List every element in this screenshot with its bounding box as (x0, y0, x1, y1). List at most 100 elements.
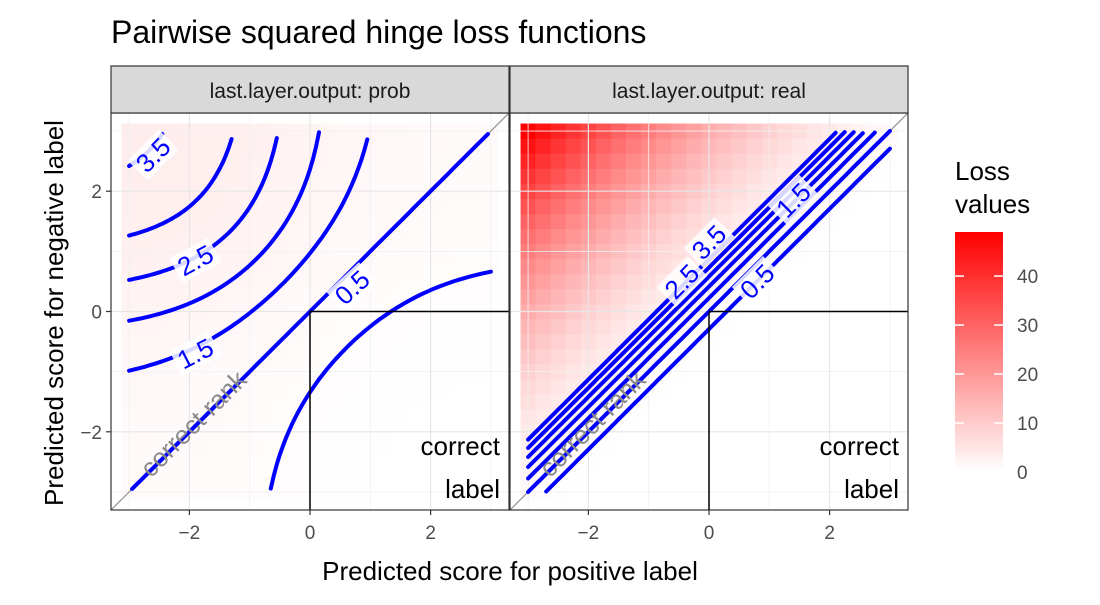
heatmap-tile (686, 213, 702, 230)
heatmap-tile (453, 168, 469, 184)
heatmap-tile (716, 138, 732, 154)
heatmap-tile (332, 168, 348, 184)
y-tick-label: −2 (80, 423, 102, 444)
heatmap-tile (626, 409, 642, 425)
heatmap-tile (867, 454, 883, 470)
contour-line (127, 130, 321, 323)
heatmap-tile (227, 394, 243, 410)
heatmap-tile (731, 334, 747, 350)
heatmap-tile (438, 349, 454, 365)
heatmap-tile (438, 213, 454, 230)
x-tick-label: 2 (425, 523, 436, 544)
heatmap-tile (731, 379, 747, 395)
heatmap-tile (535, 198, 552, 215)
heatmap-tile (852, 379, 868, 395)
heatmap-tile (272, 198, 288, 215)
heatmap-tile (686, 394, 702, 410)
heatmap-tile (550, 288, 567, 305)
heatmap-tile (535, 394, 552, 410)
heatmap-tile (151, 319, 168, 335)
heatmap-tile (392, 273, 409, 290)
heatmap-tile (392, 258, 409, 275)
heatmap-tile (468, 409, 484, 425)
heatmap-tile (453, 469, 469, 485)
heatmap-tile (837, 273, 853, 290)
heatmap-tile (671, 439, 687, 455)
heatmap-tile (438, 258, 454, 275)
heatmap-tile (746, 349, 763, 365)
y-tick-label: 2 (91, 182, 102, 203)
heatmap-tile (716, 334, 732, 350)
heatmap-tile (595, 168, 612, 184)
heatmap-tile (550, 273, 567, 290)
heatmap-tile (392, 288, 409, 305)
heatmap-tile (377, 439, 394, 455)
heatmap-tile (407, 349, 424, 365)
heatmap-tile (287, 394, 303, 410)
heatmap-tile (776, 349, 793, 365)
heatmap-tile (196, 273, 213, 290)
heatmap-tile (272, 153, 288, 169)
heatmap-tile (791, 454, 808, 470)
legend-colorbar (955, 232, 1003, 472)
heatmap-tile (196, 439, 213, 455)
heatmap-tile (837, 198, 853, 215)
heatmap-tile (196, 469, 213, 485)
heatmap-tile (212, 138, 228, 154)
heatmap-tile (852, 198, 868, 215)
heatmap-tile (151, 198, 168, 215)
heatmap-tile (806, 349, 823, 365)
heatmap-tile (626, 258, 642, 275)
heatmap-tile (227, 153, 243, 169)
heatmap-tile (806, 439, 823, 455)
heatmap-tile (227, 273, 243, 290)
heatmap-tile (227, 409, 243, 425)
heatmap-tile (468, 439, 484, 455)
heatmap-tile (837, 258, 853, 275)
heatmap-tile (535, 334, 552, 350)
heatmap-tile (347, 213, 364, 230)
heatmap-tile (776, 454, 793, 470)
heatmap-tile (656, 168, 672, 184)
heatmap-tile (686, 439, 702, 455)
heatmap-tile (626, 439, 642, 455)
heatmap-tile (287, 228, 303, 245)
heatmap-tile (731, 153, 747, 169)
heatmap-tile (392, 379, 409, 395)
heatmap-tile (565, 198, 582, 215)
heatmap-tile (227, 213, 243, 230)
heatmap-tile (257, 213, 273, 230)
heatmap-tile (806, 454, 823, 470)
heatmap-tile (151, 394, 168, 410)
heatmap-tile (272, 409, 288, 425)
heatmap-tile (212, 288, 228, 305)
heatmap-tile (791, 394, 808, 410)
heatmap-tile (806, 258, 823, 275)
heatmap-tile (776, 394, 793, 410)
heatmap-tile (731, 469, 747, 485)
heatmap-tile (837, 454, 853, 470)
heatmap-tile (565, 273, 582, 290)
heatmap-tile (468, 334, 484, 350)
heatmap-tile (453, 319, 469, 335)
heatmap-tile (151, 334, 168, 350)
heatmap-tile (377, 168, 394, 184)
heatmap-tile (377, 319, 394, 335)
heatmap-tile (626, 273, 642, 290)
heatmap-tile (212, 469, 228, 485)
heatmap-tile (287, 379, 303, 395)
heatmap-tile (257, 439, 273, 455)
heatmap-tile (852, 258, 868, 275)
heatmap-tile (716, 153, 732, 169)
heatmap-tile (837, 288, 853, 305)
heatmap-tile (166, 469, 183, 485)
heatmap-tile (377, 349, 394, 365)
heatmap-tile (287, 153, 303, 169)
heatmap-tile (535, 213, 552, 230)
heatmap-tile (535, 153, 552, 169)
heatmap-tile (377, 409, 394, 425)
heatmap-tile (212, 409, 228, 425)
heatmap-tile (716, 439, 732, 455)
heatmap-tile (407, 168, 424, 184)
heatmap-tile (212, 454, 228, 470)
